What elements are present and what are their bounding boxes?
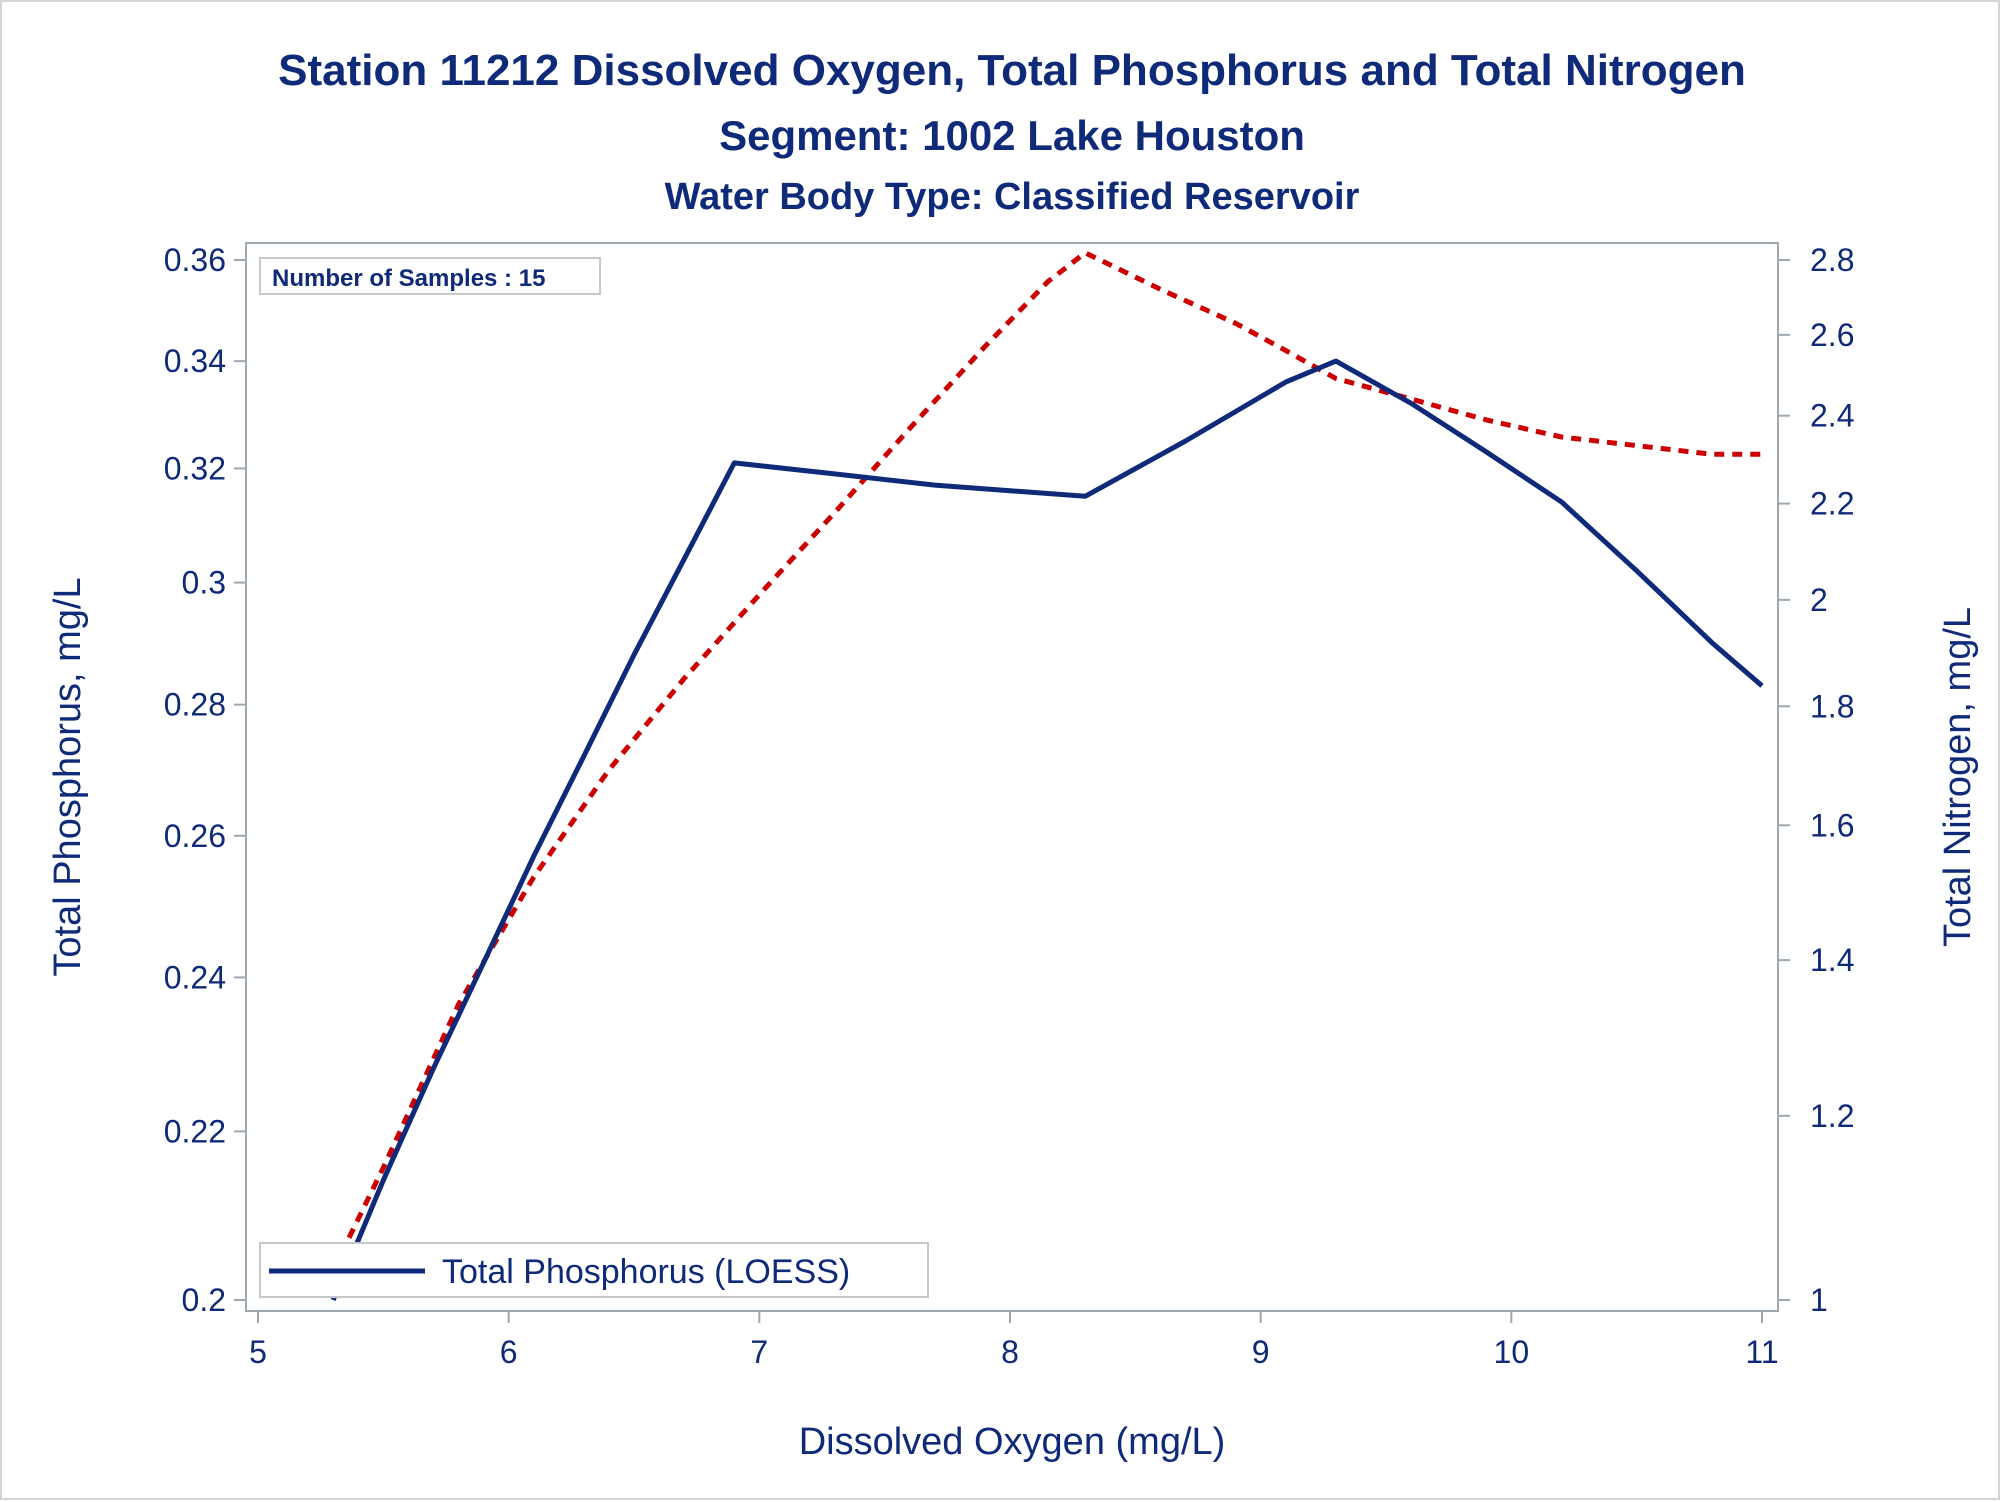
y-left-tick-label: 0.2 [182, 1282, 226, 1318]
y-right-tick-label: 2 [1810, 582, 1828, 618]
series-layer [330, 250, 1764, 1301]
y-right-tick-label: 2.4 [1810, 398, 1854, 434]
legend: Total Phosphorus (LOESS) [259, 1242, 929, 1298]
x-tick-label: 11 [1745, 1334, 1778, 1370]
chart-subtitle: Segment: 1002 Lake Houston [719, 112, 1305, 159]
y-left-tick-label: 0.22 [164, 1113, 226, 1149]
sample-count-label: Number of Samples : 15 [272, 265, 545, 292]
y-axis-left-label: Total Phosphorus, mg/L [47, 577, 89, 976]
y-right-tick-label: 2.8 [1810, 242, 1854, 278]
plot-area [245, 242, 1779, 1312]
y-left-tick-label: 0.36 [164, 242, 226, 278]
series-line-nitrogen [330, 250, 1762, 1272]
y-left-tick-label: 0.32 [164, 450, 226, 486]
y-axis-left: 0.2 0.22 0.24 0.26 0.28 0.3 0.32 0.34 0.36 [164, 242, 246, 1318]
chart-subtitle-2: Water Body Type: Classified Reservoir [665, 176, 1360, 218]
x-tick-label: 7 [750, 1334, 768, 1370]
sample-count-inset: Number of Samples : 15 [259, 257, 601, 295]
sample-count-box [259, 257, 601, 295]
x-axis: 5 6 7 8 9 10 11 [249, 1311, 1779, 1370]
x-tick-label: 10 [1494, 1334, 1530, 1370]
y-left-tick-label: 0.26 [164, 818, 226, 854]
chart-title: Station 11212 Dissolved Oxygen, Total Ph… [278, 46, 1746, 95]
y-right-tick-label: 2.2 [1810, 486, 1854, 522]
y-right-tick-label: 1.2 [1810, 1098, 1854, 1134]
legend-entry: Total Phosphorus (LOESS) [442, 1253, 850, 1291]
series-line-phosphorus [330, 358, 1764, 1301]
y-axis-right: 1 1.2 1.4 1.6 1.8 2 2.2 2.4 2.6 2.8 [1778, 242, 1854, 1318]
x-tick-label: 6 [500, 1334, 518, 1370]
y-left-tick-label: 0.24 [164, 959, 226, 995]
y-right-tick-label: 1.6 [1810, 807, 1854, 843]
y-left-tick-label: 0.28 [164, 687, 226, 723]
x-tick-label: 8 [1001, 1334, 1019, 1370]
y-right-tick-label: 1.8 [1810, 688, 1854, 724]
y-left-tick-label: 0.34 [164, 343, 226, 379]
x-axis-label: Dissolved Oxygen (mg/L) [799, 1421, 1226, 1463]
y-axis-right-label: Total Nitrogen, mg/L [1937, 607, 1979, 947]
x-tick-label: 9 [1252, 1334, 1270, 1370]
y-right-tick-label: 2.6 [1810, 317, 1854, 353]
y-left-tick-label: 0.3 [182, 565, 226, 601]
y-right-tick-label: 1.4 [1810, 942, 1854, 978]
y-right-tick-label: 1 [1810, 1282, 1828, 1318]
x-tick-label: 5 [249, 1334, 267, 1370]
